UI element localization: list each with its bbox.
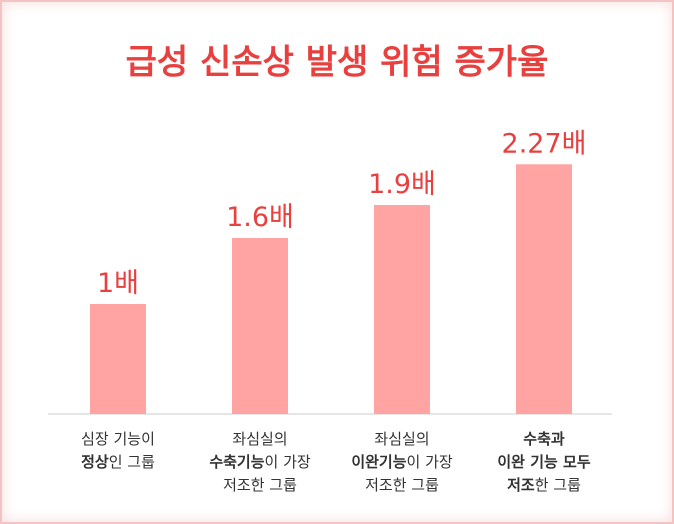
label-run: 수축기능 (209, 453, 264, 471)
x-tick-label: 좌심실의 (232, 430, 287, 448)
label-run: 정상 (81, 453, 109, 471)
label-run: 저조한 그룹 (365, 476, 439, 494)
chart-title: 급성 신손상 발생 위험 증가율 (126, 43, 549, 83)
x-tick-label: 저조한 그룹 (365, 476, 439, 494)
bar (90, 304, 146, 414)
bar (374, 205, 430, 414)
label-run: 인 그룹 (109, 453, 155, 471)
x-tick-label: 수축과 (523, 430, 565, 448)
label-run: 좌심실의 (232, 430, 287, 448)
label-run: 이 가장 (407, 453, 453, 471)
bar (232, 238, 288, 414)
x-tick-label: 저조한 그룹 (223, 476, 297, 494)
x-tick-label: 수축기능이 가장 (209, 453, 311, 471)
label-run: 이 가장 (265, 453, 311, 471)
x-tick-label: 정상인 그룹 (81, 453, 155, 471)
x-tick-label: 심장 기능이 (81, 430, 155, 448)
label-run: 수축과 (523, 430, 565, 448)
bar (516, 164, 572, 414)
value-label: 1배 (97, 268, 139, 299)
value-label: 1.9배 (368, 169, 436, 200)
label-run: 저조한 그룹 (223, 476, 297, 494)
value-label: 1.6배 (226, 202, 294, 233)
label-run: 이완 기능 모두 (497, 453, 590, 471)
label-run: 한 그룹 (535, 476, 581, 494)
x-tick-label: 저조한 그룹 (507, 476, 581, 494)
label-run: 심장 기능이 (81, 430, 155, 448)
x-tick-label: 이완 기능 모두 (497, 453, 590, 471)
value-label: 2.27배 (502, 128, 587, 159)
label-run: 좌심실의 (374, 430, 429, 448)
label-run: 이완기능 (351, 453, 406, 471)
label-run: 저조 (507, 476, 535, 494)
x-tick-label: 좌심실의 (374, 430, 429, 448)
x-tick-label: 이완기능이 가장 (351, 453, 453, 471)
